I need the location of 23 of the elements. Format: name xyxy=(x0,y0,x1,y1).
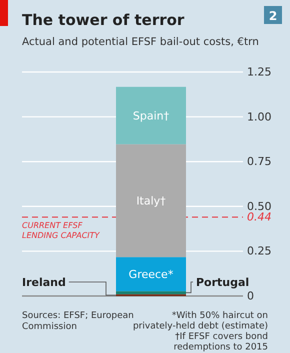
series-label: Spain† xyxy=(132,110,170,123)
bar xyxy=(116,86,186,144)
ref-line-label: CURRENT EFSF LENDING CAPACITY xyxy=(22,221,101,240)
text: *With 50% haircut on privately-held debt (estimate) xyxy=(132,311,268,332)
chart-subtitle: Actual and potential EFSF bail-out costs, €trn xyxy=(22,36,259,48)
y-tick-label: 1.00 xyxy=(247,110,272,124)
chart-title: The tower of terror xyxy=(22,11,185,29)
source-note: Sources: EFSF; European Commission xyxy=(22,311,134,332)
y-tick-label: 0.75 xyxy=(247,155,272,168)
y-tick-label: 0 xyxy=(247,290,254,303)
series-label: Italy† xyxy=(136,194,166,208)
y-tick-label: 1.25 xyxy=(247,66,272,79)
text: 2 xyxy=(268,9,278,23)
y-tick-label: 0.44 xyxy=(247,210,272,224)
y-tick-label: 0.25 xyxy=(247,244,272,258)
y-tick-label: 0.50 xyxy=(247,200,272,213)
bar xyxy=(116,257,186,292)
series-label: Greece* xyxy=(128,268,174,282)
text: †If EFSF covers bond redemptions to 2015 xyxy=(174,332,268,352)
bar xyxy=(116,144,186,258)
text: Ireland xyxy=(22,276,66,289)
series-label: Portugal xyxy=(196,276,250,289)
bar xyxy=(116,291,186,294)
